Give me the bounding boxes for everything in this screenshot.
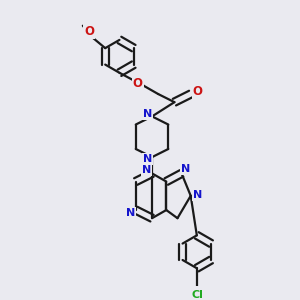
Text: N: N [193,190,203,200]
Text: O: O [133,77,143,90]
Text: O: O [193,85,203,98]
Text: Cl: Cl [192,290,204,300]
Text: N: N [181,164,190,174]
Text: N: N [143,110,152,119]
Text: N: N [126,208,135,218]
Text: N: N [142,165,152,176]
Text: O: O [84,25,94,38]
Text: N: N [143,154,152,164]
